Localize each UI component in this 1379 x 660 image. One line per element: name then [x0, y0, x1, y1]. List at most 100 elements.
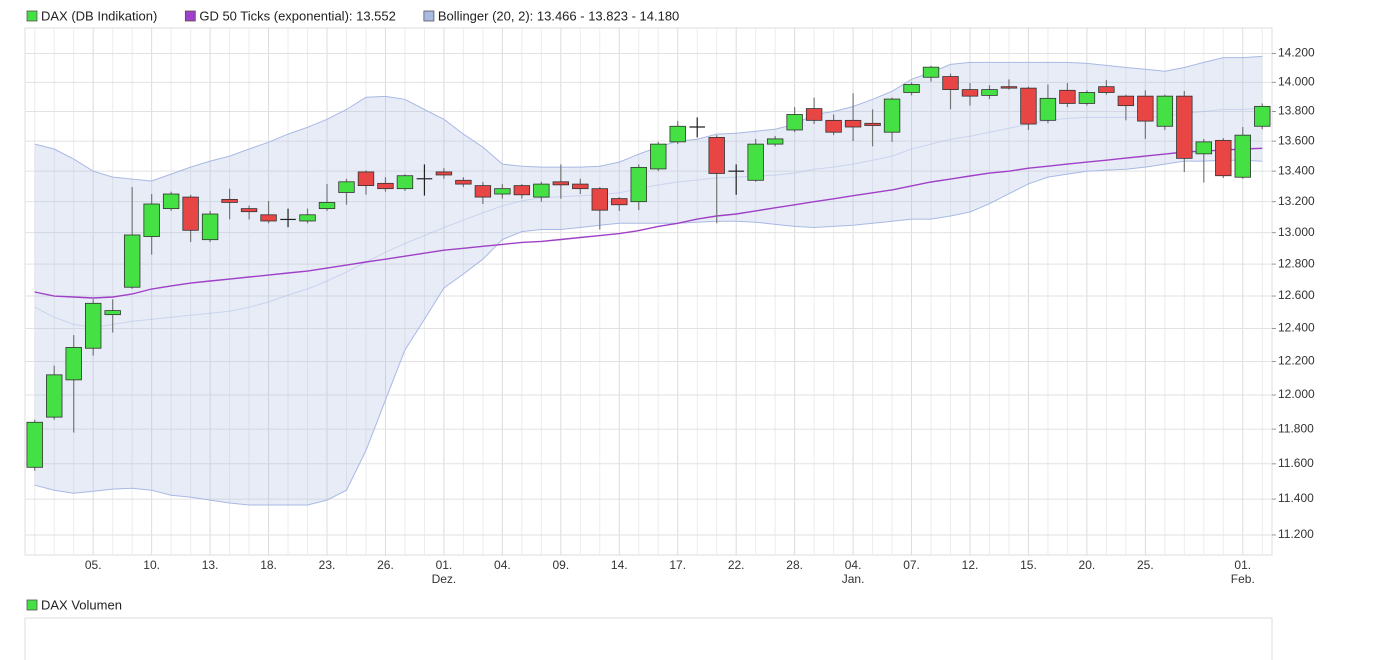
- candle-body: [1000, 86, 1018, 89]
- candle-body: [611, 198, 628, 206]
- candle-body: [786, 114, 803, 131]
- candle-body: [1117, 95, 1135, 107]
- x-month-label: Dez.: [432, 572, 457, 586]
- y-tick-label: 13.200: [1278, 194, 1315, 208]
- x-tick-label: 17.: [669, 558, 686, 572]
- legend-label: Bollinger (20, 2): 13.466 - 13.823 - 14.…: [438, 8, 679, 23]
- candle-body: [805, 108, 823, 121]
- x-tick-label: 12.: [962, 558, 979, 572]
- candle-body: [903, 84, 920, 93]
- y-tick-label: 13.400: [1278, 163, 1315, 177]
- x-tick-label: 26.: [377, 558, 394, 572]
- candle-body: [1039, 97, 1057, 121]
- x-tick-label: 23.: [319, 558, 336, 572]
- x-tick-label: 07.: [903, 558, 920, 572]
- candle-body: [1234, 134, 1251, 178]
- line: [34, 147, 1263, 299]
- x-tick-label: 18.: [260, 558, 277, 572]
- candle-body: [825, 119, 842, 133]
- legend-label: DAX (DB Indikation): [41, 8, 157, 23]
- candle-body: [708, 137, 725, 174]
- x-tick-label: 13.: [202, 558, 219, 572]
- x-tick-label: 20.: [1079, 558, 1096, 572]
- band-fill: [34, 56, 1263, 506]
- x-tick-label: 01.: [436, 558, 453, 572]
- candle-body: [572, 183, 589, 190]
- candle-body: [844, 119, 862, 128]
- candle-body: [1195, 141, 1212, 155]
- candle-body: [494, 188, 511, 195]
- candle-body: [85, 302, 102, 349]
- candle-body: [1059, 89, 1076, 104]
- y-tick-label: 13.600: [1278, 133, 1315, 147]
- x-month-label: Jan.: [842, 572, 865, 586]
- x-tick-label: 28.: [786, 558, 803, 572]
- y-tick-label: 11.400: [1278, 491, 1314, 505]
- candle-body: [1254, 105, 1271, 127]
- y-tick-label: 12.000: [1278, 387, 1315, 401]
- x-month-label: Feb.: [1231, 572, 1255, 586]
- volume-legend-label: DAX Volumen: [41, 597, 122, 612]
- candle-body: [338, 181, 355, 193]
- legend-swatch: [26, 599, 38, 611]
- y-tick-label: 12.200: [1278, 354, 1315, 368]
- candle-body: [552, 181, 570, 186]
- x-tick-label: 09.: [552, 558, 569, 572]
- candle-body: [1215, 139, 1232, 177]
- candle-body: [922, 66, 940, 78]
- legend-swatch: [26, 10, 38, 22]
- candle-body: [766, 138, 784, 145]
- x-tick-label: 05.: [85, 558, 102, 572]
- y-tick-label: 11.800: [1278, 421, 1314, 435]
- candle-body: [123, 234, 141, 288]
- y-tick-label: 11.200: [1278, 527, 1314, 541]
- candle-body: [46, 374, 63, 418]
- candle-body: [26, 421, 43, 468]
- candle-body: [669, 125, 686, 143]
- candle-body: [377, 182, 394, 190]
- band-lower: [34, 159, 1263, 506]
- volume-panel: [24, 617, 1273, 660]
- candle-body: [981, 89, 998, 96]
- y-tick-label: 14.200: [1278, 46, 1315, 60]
- candle-body: [260, 214, 277, 222]
- candle-body: [961, 89, 979, 97]
- candle-body: [1078, 92, 1096, 104]
- x-tick-label: 14.: [611, 558, 628, 572]
- candle-body: [533, 183, 550, 198]
- candle-body: [864, 122, 881, 126]
- x-tick-label: 01.: [1234, 558, 1251, 572]
- candle-body: [513, 185, 531, 196]
- candle-body: [201, 213, 219, 241]
- candle-body: [747, 143, 764, 181]
- candle-body: [942, 76, 959, 90]
- y-tick-label: 11.600: [1278, 456, 1314, 470]
- plot-area: [24, 27, 1273, 556]
- candle-body: [299, 214, 316, 222]
- candle-body: [474, 185, 492, 198]
- x-tick-label: 15.: [1020, 558, 1037, 572]
- candle-body: [104, 310, 121, 316]
- candle-body: [455, 179, 472, 185]
- candle-body: [1156, 95, 1174, 127]
- candle-body: [435, 171, 453, 176]
- band-middle: [34, 107, 1263, 329]
- x-tick-label: 10.: [143, 558, 160, 572]
- x-tick-label: 04.: [845, 558, 862, 572]
- x-tick-label: 04.: [494, 558, 511, 572]
- candle-body: [357, 171, 375, 187]
- candle-body: [162, 193, 180, 210]
- candle-body: [65, 347, 82, 381]
- legend-swatch: [423, 10, 435, 22]
- candle-body: [591, 188, 608, 211]
- y-tick-label: 12.600: [1278, 288, 1315, 302]
- candle-body: [630, 166, 647, 203]
- y-tick-label: 12.400: [1278, 321, 1315, 335]
- candle-body: [396, 175, 414, 190]
- legend-swatch: [184, 10, 196, 22]
- candle-body: [1098, 86, 1115, 93]
- candle-body: [240, 208, 258, 213]
- candle-body: [1176, 95, 1193, 159]
- y-tick-label: 12.800: [1278, 256, 1315, 270]
